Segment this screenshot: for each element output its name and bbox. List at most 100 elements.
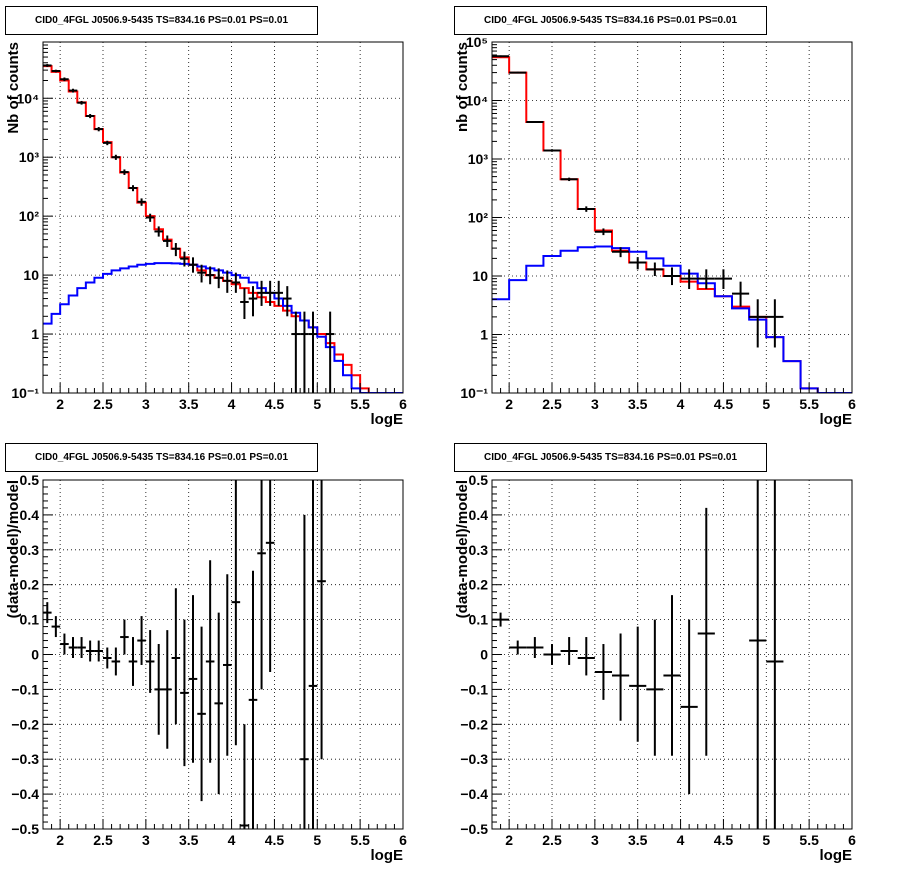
chart-title-bottom-right: CID0_4FGL J0506.9-5435 TS=834.16 PS=0.01… bbox=[454, 443, 767, 472]
x-axis-label: logE bbox=[371, 411, 404, 428]
y-tick-label: 0 bbox=[480, 647, 488, 663]
y-tick-label: −0.2 bbox=[460, 716, 488, 732]
chart-panel-3: 2 2.5 3 3.5 4 4.5 5 5.5 6 −0.5 −0.4 −0.3 −0.2 −0.1 0 0.… bbox=[454, 472, 856, 864]
y-tick-label: 10⁴ bbox=[466, 93, 489, 109]
axis-ticks bbox=[491, 41, 853, 394]
model-histogram-line bbox=[492, 56, 852, 393]
y-tick-label: 10⁵ bbox=[466, 34, 488, 50]
data-points bbox=[43, 480, 326, 829]
y-tick-label: 0.1 bbox=[469, 612, 489, 628]
chart-panel-1: 2 2.5 3 3.5 4 4.5 5 5.5 6 10⁻¹ 1 10 10² 10³ 10⁴ 10⁵ logE… bbox=[454, 34, 856, 428]
plot-frame bbox=[42, 41, 404, 394]
y-axis-label: Nb of counts bbox=[5, 42, 22, 134]
y-tick-label: 0 bbox=[31, 647, 39, 663]
x-axis-label: logE bbox=[820, 847, 853, 864]
y-tick-label: −0.4 bbox=[11, 786, 39, 802]
y-tick-label: 10² bbox=[468, 210, 489, 226]
y-tick-label: 10⁴ bbox=[17, 90, 40, 106]
x-tick-label: 4.5 bbox=[265, 832, 285, 848]
y-tick-label: 10² bbox=[19, 208, 40, 224]
x-tick-label: 3 bbox=[142, 396, 150, 412]
x-tick-label: 4 bbox=[677, 832, 685, 848]
x-axis-label: logE bbox=[371, 847, 404, 864]
model-histogram-line bbox=[43, 262, 403, 393]
axis-ticks bbox=[42, 479, 404, 830]
y-tick-label: 0.3 bbox=[469, 542, 489, 558]
x-tick-label: 6 bbox=[399, 832, 407, 848]
x-tick-label: 6 bbox=[848, 832, 856, 848]
y-axis-label: (data-model)/model bbox=[5, 480, 22, 618]
y-tick-label: −0.2 bbox=[11, 716, 39, 732]
x-tick-label: 4 bbox=[228, 396, 236, 412]
x-tick-label: 4.5 bbox=[265, 396, 285, 412]
x-tick-label: 5 bbox=[762, 396, 770, 412]
x-axis-label: logE bbox=[820, 411, 853, 428]
x-tick-label: 3.5 bbox=[628, 396, 648, 412]
x-tick-label: 2.5 bbox=[93, 832, 113, 848]
x-tick-label: 2 bbox=[505, 832, 513, 848]
x-tick-label: 5.5 bbox=[350, 396, 370, 412]
plot-area bbox=[43, 64, 403, 393]
x-tick-label: 5.5 bbox=[799, 396, 819, 412]
y-tick-label: 10 bbox=[472, 268, 488, 284]
x-tick-label: 4.5 bbox=[714, 396, 734, 412]
y-tick-label: 0.5 bbox=[469, 472, 489, 488]
y-tick-label: 0.1 bbox=[20, 612, 40, 628]
x-tick-label: 3.5 bbox=[628, 832, 648, 848]
x-tick-label: 4.5 bbox=[714, 832, 734, 848]
x-tick-label: 2.5 bbox=[542, 832, 562, 848]
x-tick-label: 2 bbox=[505, 396, 513, 412]
y-tick-label: 0.2 bbox=[20, 577, 40, 593]
x-tick-label: 5 bbox=[762, 832, 770, 848]
x-tick-label: 2 bbox=[56, 396, 64, 412]
data-points bbox=[43, 64, 335, 393]
model-histogram-line bbox=[43, 65, 403, 393]
x-tick-label: 3 bbox=[142, 832, 150, 848]
y-tick-label: 10⁻¹ bbox=[11, 385, 39, 401]
x-tick-label: 2.5 bbox=[93, 396, 113, 412]
chart-panel-2: 2 2.5 3 3.5 4 4.5 5 5.5 6 −0.5 −0.4 −0.3 −0.2 −0.1 0 0.… bbox=[5, 472, 407, 864]
y-tick-label: −0.3 bbox=[11, 751, 39, 767]
y-tick-label: −0.1 bbox=[460, 681, 488, 697]
grid bbox=[43, 480, 404, 829]
y-tick-label: 0.3 bbox=[20, 542, 40, 558]
y-tick-label: 0.4 bbox=[20, 507, 40, 523]
x-tick-label: 4 bbox=[677, 396, 685, 412]
x-tick-label: 5 bbox=[313, 396, 321, 412]
axis-ticks bbox=[42, 41, 404, 394]
y-axis-label: (data-model)/model bbox=[454, 480, 471, 618]
chart-title-top-left: CID0_4FGL J0506.9-5435 TS=834.16 PS=0.01… bbox=[5, 6, 318, 35]
y-tick-label: 10³ bbox=[468, 151, 489, 167]
x-tick-label: 3 bbox=[591, 396, 599, 412]
y-tick-label: 10⁻¹ bbox=[460, 385, 488, 401]
y-axis-label: nb of counts bbox=[454, 42, 471, 132]
x-tick-label: 2 bbox=[56, 832, 64, 848]
y-tick-label: 0.2 bbox=[469, 577, 489, 593]
y-tick-label: 10 bbox=[23, 267, 39, 283]
y-tick-label: −0.4 bbox=[460, 786, 488, 802]
x-tick-label: 2.5 bbox=[542, 396, 562, 412]
x-tick-label: 5.5 bbox=[799, 832, 819, 848]
data-points bbox=[492, 480, 784, 829]
x-tick-label: 6 bbox=[399, 396, 407, 412]
plot-area bbox=[492, 55, 852, 393]
y-tick-label: −0.1 bbox=[11, 681, 39, 697]
x-tick-label: 6 bbox=[848, 396, 856, 412]
plot-area bbox=[43, 480, 326, 829]
axis-ticks bbox=[491, 479, 853, 830]
model-histogram-line bbox=[492, 245, 852, 393]
x-tick-label: 3.5 bbox=[179, 396, 199, 412]
chart-title-bottom-left: CID0_4FGL J0506.9-5435 TS=834.16 PS=0.01… bbox=[5, 443, 318, 472]
chart-title-top-right: CID0_4FGL J0506.9-5435 TS=834.16 PS=0.01… bbox=[454, 6, 767, 35]
data-points bbox=[492, 55, 784, 348]
x-tick-label: 5 bbox=[313, 832, 321, 848]
chart-panel-0: 2 2.5 3 3.5 4 4.5 5 5.5 6 10⁻¹ 1 10 10² 10³ 10⁴ logE Nb … bbox=[5, 41, 407, 428]
y-tick-label: 0.5 bbox=[20, 472, 40, 488]
plot-area bbox=[492, 480, 784, 829]
y-tick-label: 1 bbox=[31, 326, 39, 342]
y-tick-label: −0.5 bbox=[11, 821, 39, 837]
y-tick-label: 1 bbox=[480, 327, 488, 343]
y-tick-label: −0.3 bbox=[460, 751, 488, 767]
grid bbox=[492, 42, 853, 393]
